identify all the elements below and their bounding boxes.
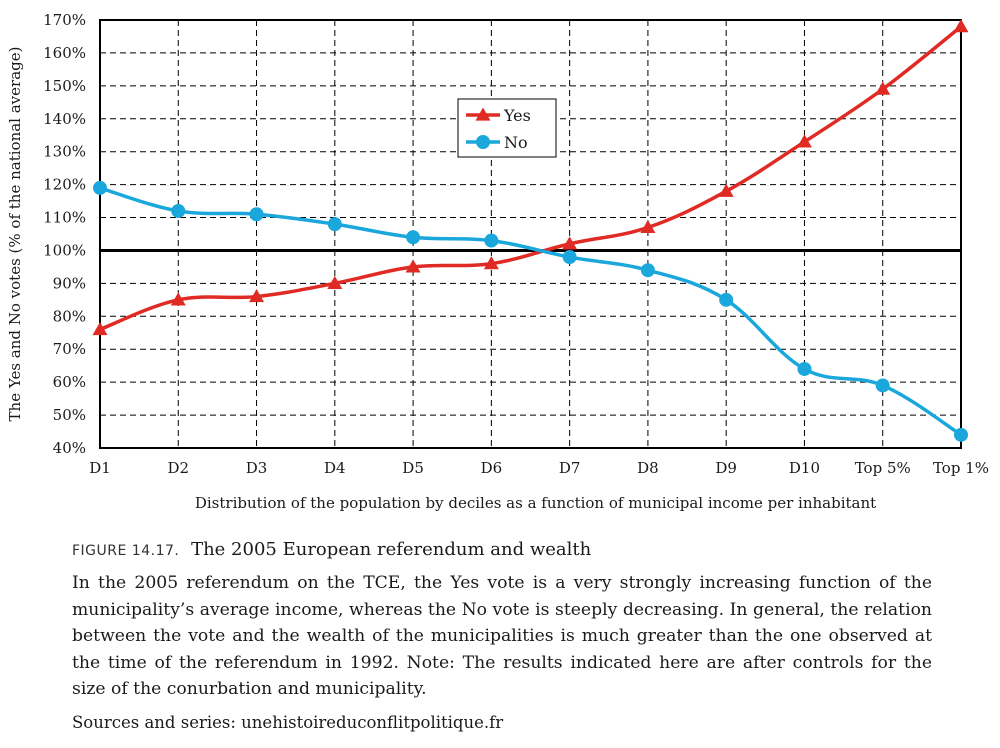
data-point-yes <box>249 289 265 303</box>
data-point-yes <box>953 19 969 33</box>
data-point-no <box>797 361 812 376</box>
data-point-no <box>719 292 734 307</box>
x-tick-label: Top 5% <box>855 459 911 477</box>
legend-swatch-marker <box>476 135 490 149</box>
data-point-no <box>640 263 655 278</box>
series-line-no <box>99 186 962 437</box>
line-chart: 40% 50% 60% 70% 80% 90% 100% 110% 120% 130% 140% 15… <box>6 11 989 512</box>
series-no <box>93 180 968 442</box>
data-point-yes <box>718 183 734 197</box>
x-axis-title: Distribution of the population by decile… <box>195 494 876 512</box>
y-tick-label: 60% <box>53 373 86 391</box>
legend-label: Yes <box>503 106 531 125</box>
x-tick-label: D7 <box>559 459 581 477</box>
x-tick-label: D4 <box>324 459 346 477</box>
x-tick-label: D8 <box>637 459 659 477</box>
plot-frame <box>99 19 962 449</box>
figure-caption-body: In the 2005 referendum on the TCE, the Y… <box>72 573 932 699</box>
x-tick-label: Top 1% <box>933 459 989 477</box>
data-point-no <box>249 207 264 222</box>
data-point-no <box>954 427 968 442</box>
x-tick-label: D2 <box>167 459 189 477</box>
legend-box <box>457 98 557 158</box>
data-point-yes <box>92 321 108 336</box>
x-tick-label: D3 <box>246 459 268 477</box>
x-tick-label: D6 <box>481 459 503 477</box>
data-point-no <box>93 180 107 195</box>
y-tick-label: 140% <box>43 110 86 128</box>
legend: Yes No <box>457 98 557 158</box>
y-tick-label: 130% <box>43 143 86 161</box>
legend-entry-yes: Yes <box>466 106 531 125</box>
figure-caption-heading: FIGURE 14.17. The 2005 European referend… <box>72 539 932 560</box>
y-tick-label: 100% <box>43 241 86 259</box>
y-tick-label: 110% <box>43 209 86 227</box>
legend-swatch-marker <box>475 107 491 121</box>
series-layer <box>92 19 969 442</box>
figure-sources: Sources and series: unehistoireduconflit… <box>72 713 504 732</box>
data-point-no <box>484 233 499 248</box>
x-tick-label: D10 <box>789 459 820 477</box>
data-point-no <box>327 217 342 232</box>
y-axis-ticks: 40% 50% 60% 70% 80% 90% 100% 110% 120% 130% 140% 15… <box>43 11 86 457</box>
y-tick-label: 50% <box>53 406 86 424</box>
y-tick-label: 120% <box>43 176 86 194</box>
data-point-yes <box>327 275 343 290</box>
data-point-yes <box>640 219 656 234</box>
series-yes <box>92 19 969 336</box>
x-tick-label: D5 <box>402 459 424 477</box>
data-point-yes <box>170 292 186 306</box>
y-axis-title: The Yes and No votes (% of the national … <box>6 47 24 422</box>
figure-title: The 2005 European referendum and wealth <box>191 539 592 560</box>
data-point-yes <box>875 81 891 95</box>
legend-entry-no: No <box>466 133 528 152</box>
x-tick-label: D9 <box>715 459 737 477</box>
figure-label: FIGURE 14.17. <box>72 543 180 559</box>
x-tick-label: D1 <box>89 459 111 477</box>
data-point-no <box>171 203 186 218</box>
y-tick-label: 40% <box>53 439 86 457</box>
y-tick-label: 160% <box>43 44 86 62</box>
data-point-yes <box>796 134 812 148</box>
x-axis-ticks: D1 D2 D3 D4 D5 D6 D7 D8 D9 D10 Top 5% Top 1% <box>89 459 989 477</box>
y-tick-label: 90% <box>53 274 86 292</box>
data-point-yes <box>562 236 578 250</box>
series-line-yes <box>99 25 963 332</box>
data-point-no <box>406 230 421 245</box>
data-point-yes <box>405 259 421 273</box>
data-point-yes <box>483 256 499 270</box>
y-tick-label: 70% <box>53 340 86 358</box>
data-point-no <box>875 378 890 393</box>
chart-grid <box>100 20 961 448</box>
data-point-no <box>562 250 577 265</box>
legend-label: No <box>504 133 528 152</box>
y-tick-label: 170% <box>43 11 86 29</box>
y-tick-label: 80% <box>53 307 86 325</box>
y-tick-label: 150% <box>43 77 86 95</box>
